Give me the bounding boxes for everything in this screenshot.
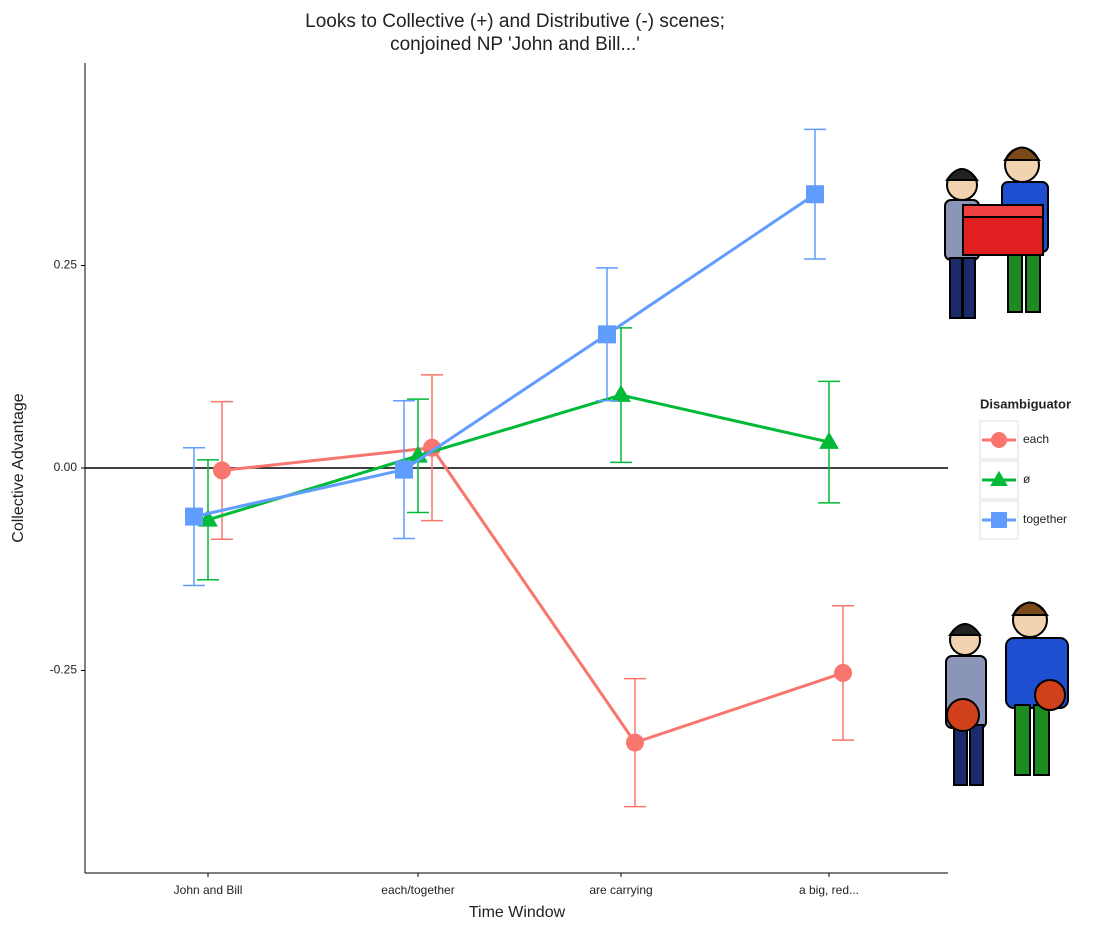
chart-title: Looks to Collective (+) and Distributive… — [305, 11, 725, 32]
y-tick-label: 0.00 — [54, 460, 78, 474]
marker — [598, 325, 616, 343]
collective-picture — [945, 148, 1048, 319]
marker — [611, 385, 631, 402]
legend-label: ø — [1023, 472, 1031, 486]
series-line — [222, 448, 843, 743]
marker — [395, 461, 413, 479]
marker — [991, 432, 1007, 448]
x-tick-label: John and Bill — [174, 883, 243, 897]
x-tick-label: a big, red... — [799, 883, 859, 897]
x-tick-label: each/together — [381, 883, 454, 897]
marker — [806, 185, 824, 203]
y-axis-label: Collective Advantage — [10, 393, 27, 543]
chart: Looks to Collective (+) and Distributive… — [0, 0, 1102, 924]
marker — [185, 508, 203, 526]
marker — [834, 664, 852, 682]
distributive-picture — [946, 603, 1068, 786]
legend-label: together — [1023, 512, 1067, 526]
marker — [991, 512, 1007, 528]
y-tick-label: -0.25 — [50, 663, 78, 677]
series-line — [208, 395, 829, 520]
legend-title: Disambiguator — [980, 396, 1071, 411]
x-tick-label: are carrying — [589, 883, 652, 897]
x-axis-label: Time Window — [469, 904, 566, 921]
marker — [213, 461, 231, 479]
legend-label: each — [1023, 432, 1049, 446]
marker — [626, 734, 644, 752]
chart-title: conjoined NP 'John and Bill...' — [390, 34, 640, 55]
y-tick-label: 0.25 — [54, 258, 78, 272]
